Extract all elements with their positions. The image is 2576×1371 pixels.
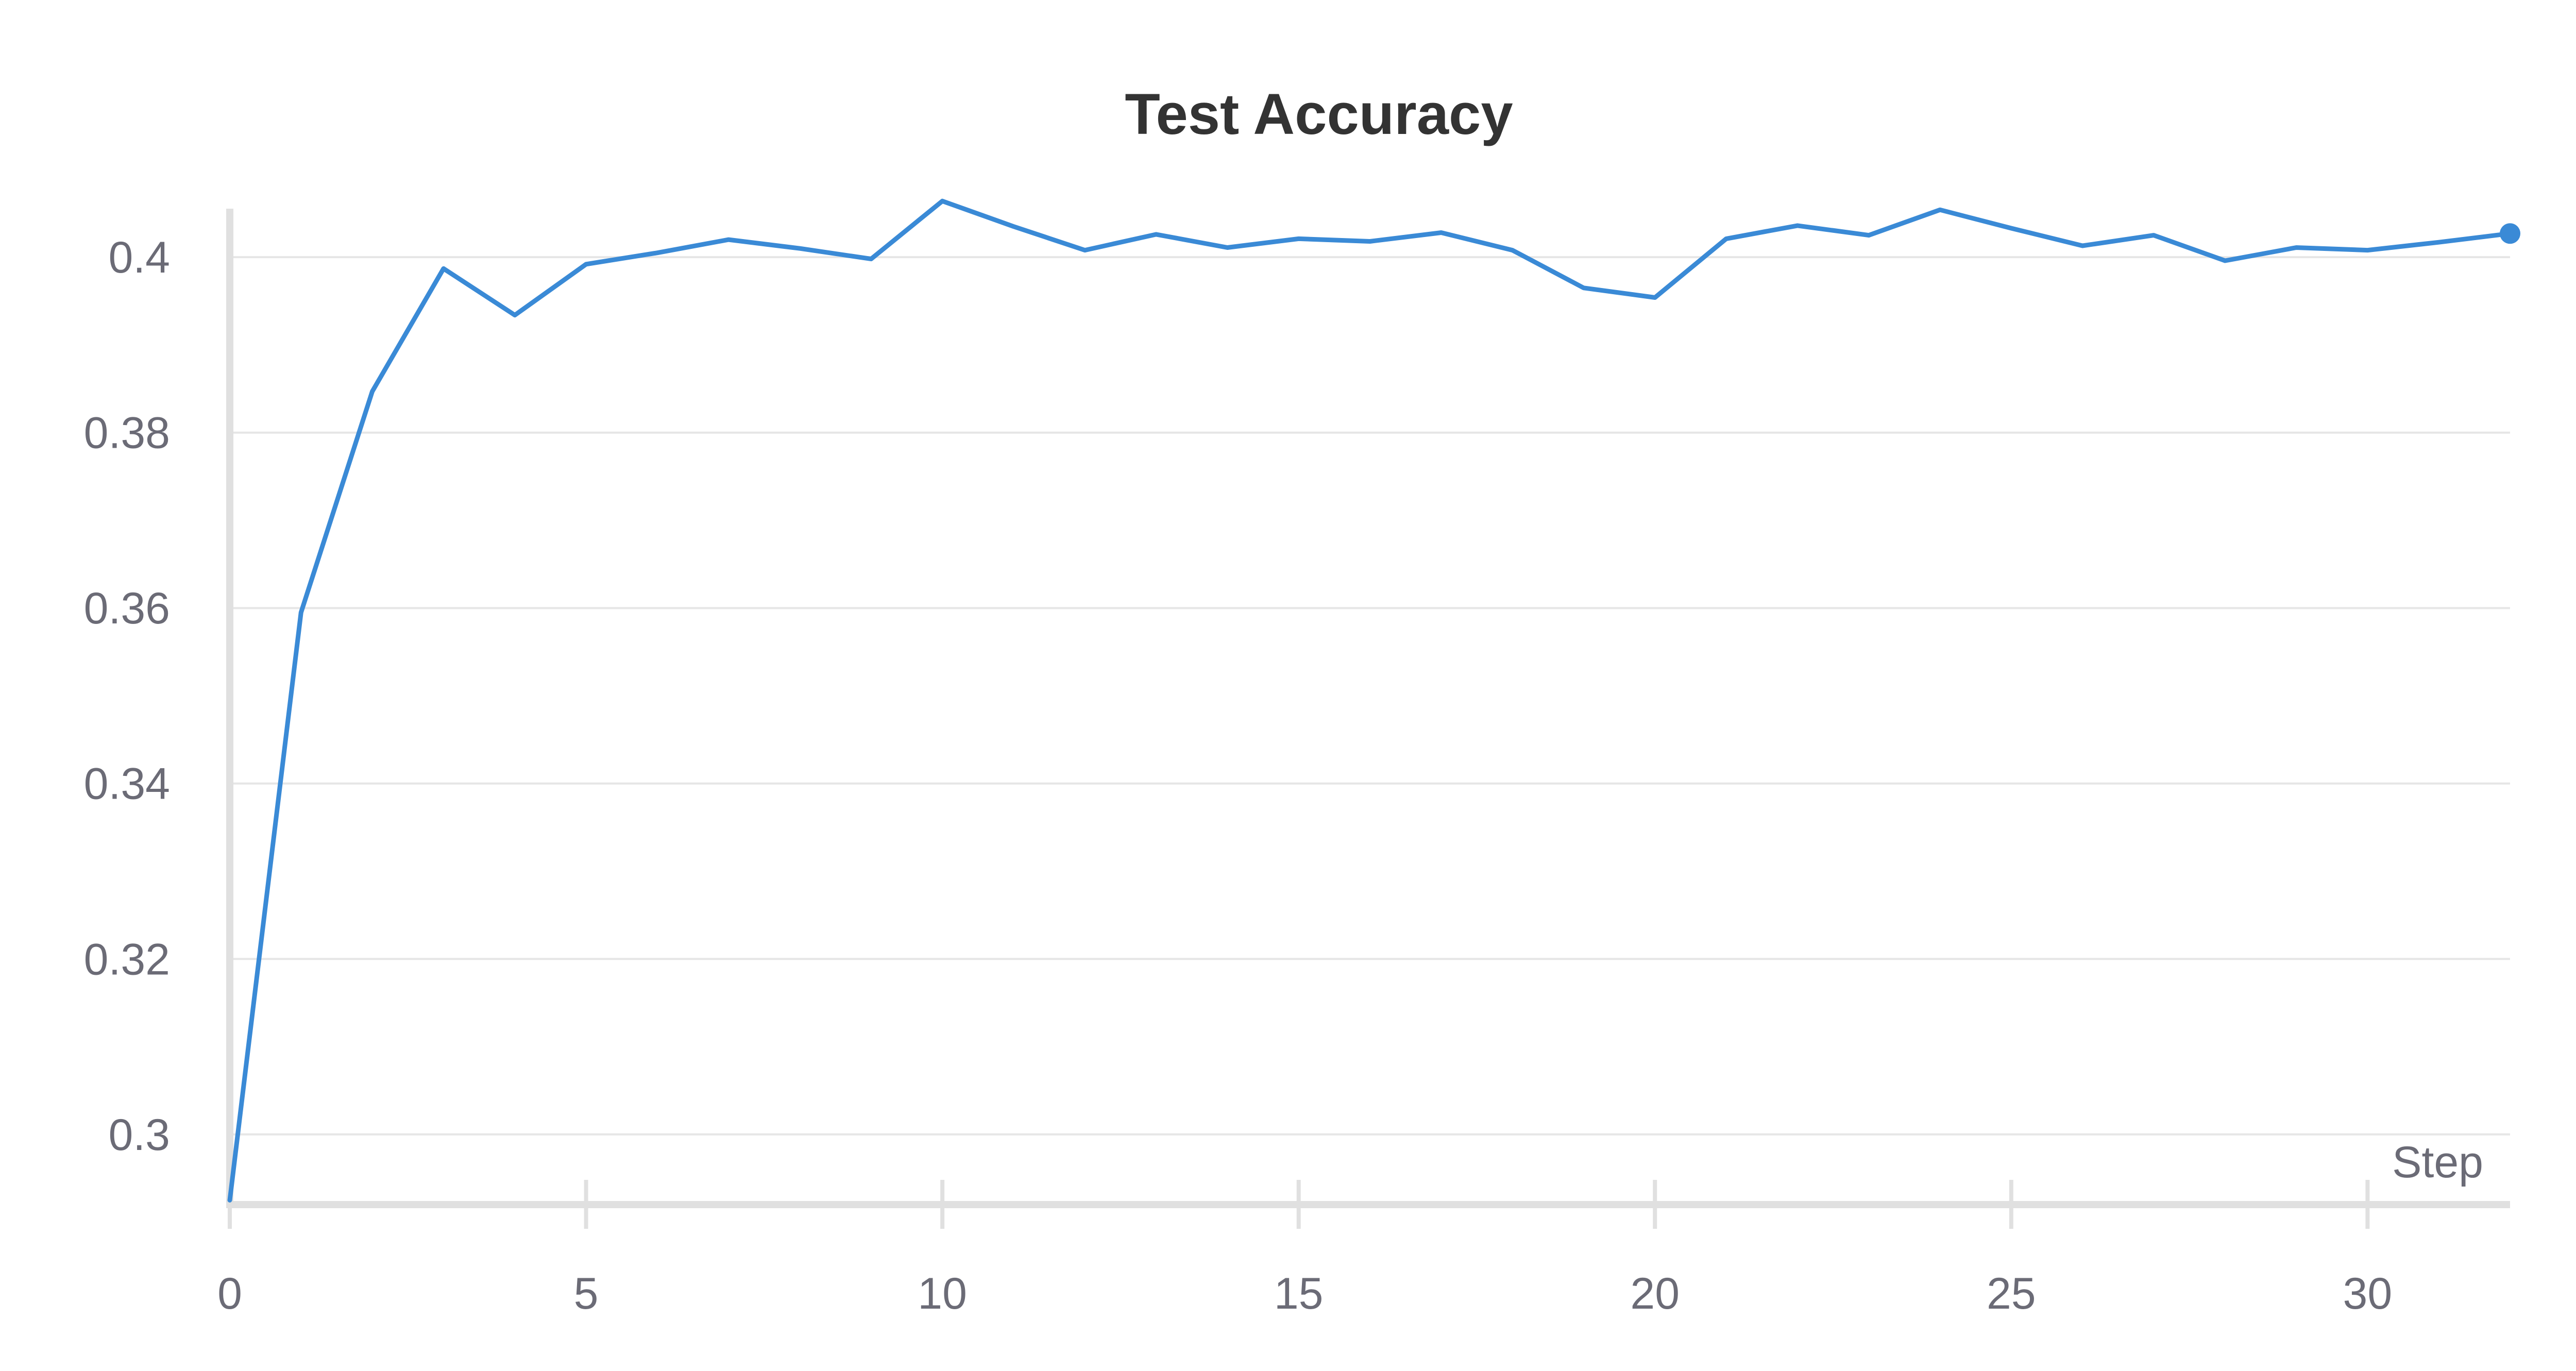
x-tick-label: 25 [1987,1269,2036,1318]
axis-layer: 0.3 0.32 0.34 0.36 0.38 0.4 0 5 10 15 20 25 30 [84,209,2510,1318]
x-tick-label: 0 [217,1269,242,1318]
x-tick-label: 15 [1274,1269,1324,1318]
series-layer [227,198,2520,1203]
x-axis-label: Step [2392,1138,2483,1187]
series-line [227,198,2513,1203]
y-tick-label: 0.34 [84,759,170,809]
y-tick-label: 0.32 [84,935,170,984]
y-tick-label: 0.38 [84,409,170,458]
x-tick-label: 5 [574,1269,599,1318]
y-tick-label: 0.36 [84,584,170,633]
grid-layer [230,256,2510,1136]
x-tick-label: 30 [2343,1269,2393,1318]
last-point-marker [2500,223,2520,244]
x-tick-label: 20 [1630,1269,1680,1318]
chart-title: Test Accuracy [1125,82,1513,146]
y-tick-label: 0.3 [108,1110,170,1160]
x-tick-label: 10 [918,1269,967,1318]
y-tick-label: 0.4 [108,233,170,282]
